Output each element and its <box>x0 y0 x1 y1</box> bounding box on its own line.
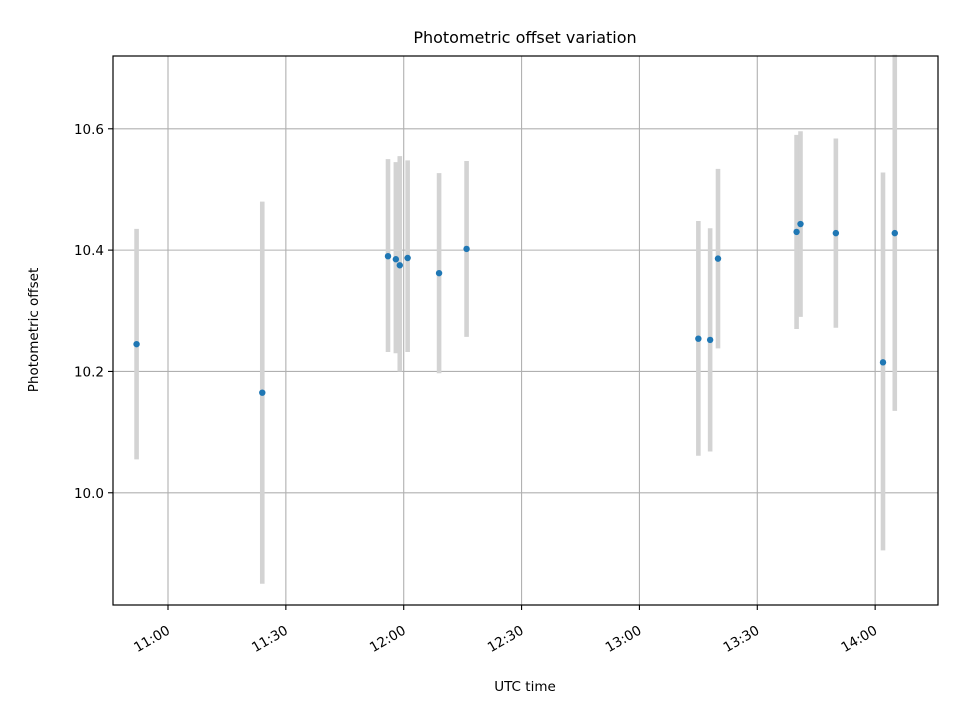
data-point <box>133 340 140 348</box>
chart-title: Photometric offset variation <box>413 28 636 47</box>
data-point <box>392 256 400 263</box>
y-tick-label: 10.0 <box>74 486 104 502</box>
data-point <box>435 269 443 277</box>
data-point <box>832 229 840 237</box>
y-axis-ticks: 10.0 10.2 10.4 10.6 <box>74 122 113 502</box>
data-point <box>793 228 800 236</box>
y-tick-label: 10.4 <box>74 243 104 259</box>
data-point <box>891 229 898 237</box>
data-point <box>404 254 411 262</box>
data-point <box>879 359 887 366</box>
x-axis-label: UTC time <box>494 679 556 695</box>
data-point <box>259 389 266 396</box>
y-axis-label: Photometric offset <box>26 268 42 392</box>
data-point <box>706 336 714 344</box>
data-point <box>463 245 470 253</box>
data-point <box>695 335 702 342</box>
y-tick-label: 10.2 <box>74 364 104 380</box>
data-point <box>714 255 722 262</box>
plot-frame <box>112 55 939 606</box>
data-point <box>396 262 403 269</box>
data-point <box>384 252 392 260</box>
y-tick-label: 10.6 <box>74 122 104 138</box>
data-point <box>797 220 804 228</box>
data-points <box>133 220 898 396</box>
